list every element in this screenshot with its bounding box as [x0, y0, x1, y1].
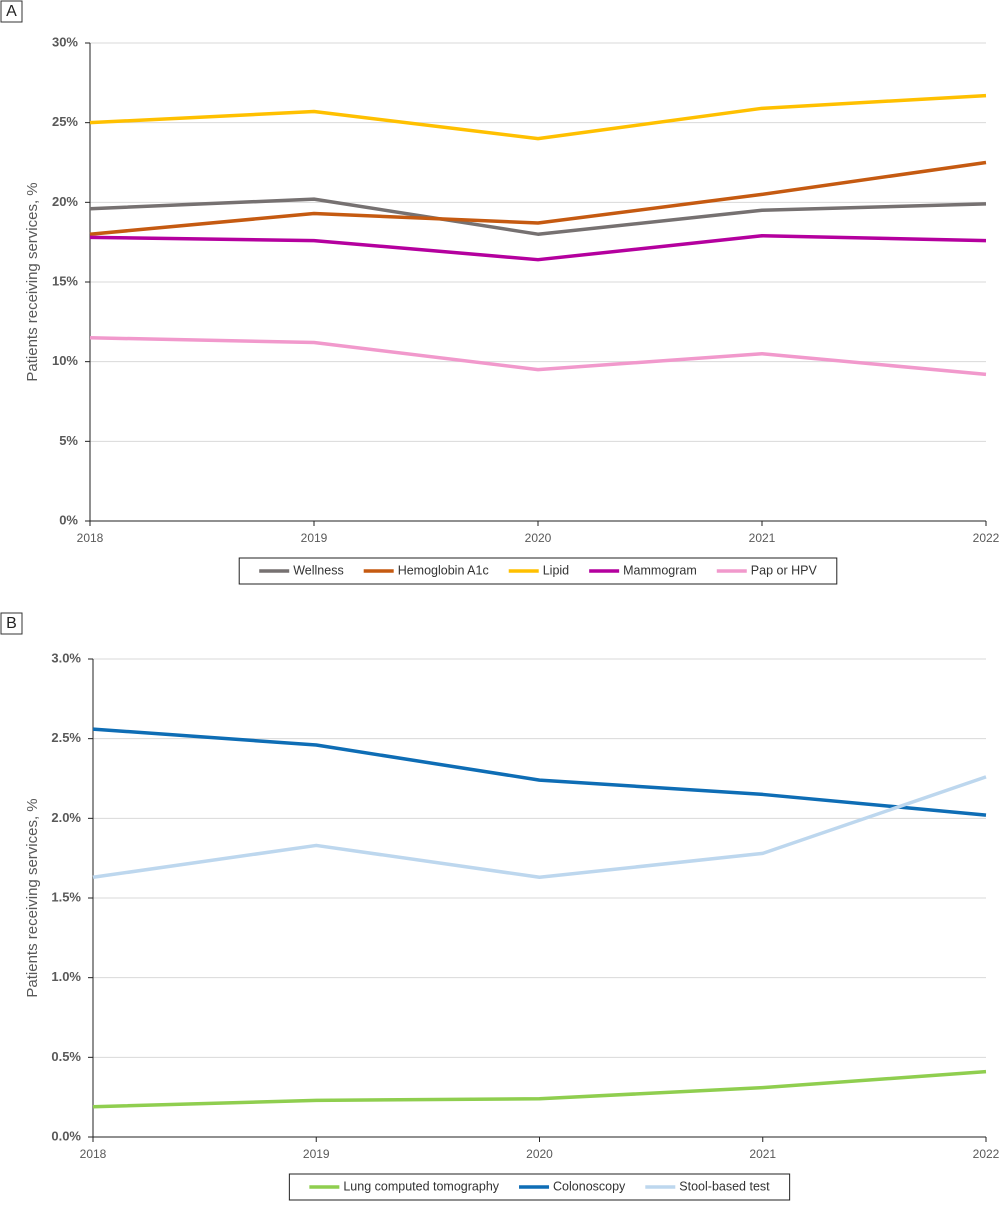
series-line	[92, 1069, 987, 1109]
panel-box	[0, 612, 23, 635]
legend-label: Mammogram	[623, 563, 697, 577]
legend-label: Wellness	[293, 563, 343, 577]
series-line	[89, 93, 987, 141]
x-tick-label: 2018	[80, 1147, 107, 1161]
y-tick-label: 1.0%	[51, 969, 81, 984]
y-axis-label: Patients receiving services, %	[24, 798, 41, 997]
series-line	[89, 160, 987, 236]
legend-label: Hemoglobin A1c	[398, 563, 489, 577]
legend-label: Lung computed tomography	[343, 1179, 499, 1193]
x-tick-label: 2022	[973, 1147, 1000, 1161]
series-line	[89, 336, 987, 377]
y-tick-label: 25%	[52, 114, 78, 129]
x-tick-label: 2021	[749, 531, 776, 545]
series-line	[92, 727, 987, 817]
legend-label: Lipid	[543, 563, 569, 577]
x-tick-label: 2018	[77, 531, 104, 545]
y-tick-label: 0.5%	[51, 1049, 81, 1064]
series-line	[92, 775, 987, 880]
y-tick-label: 15%	[52, 273, 78, 288]
x-tick-label: 2020	[525, 531, 552, 545]
x-tick-label: 2020	[526, 1147, 553, 1161]
panel-box	[0, 0, 23, 23]
y-tick-label: 0.0%	[51, 1128, 81, 1143]
panel-label: B	[6, 615, 17, 632]
y-tick-label: 3.0%	[51, 650, 81, 665]
y-tick-label: 5%	[59, 433, 78, 448]
x-tick-label: 2021	[749, 1147, 776, 1161]
series-line	[89, 234, 987, 262]
y-axis-label: Patients receiving services, %	[24, 182, 41, 381]
x-tick-label: 2022	[973, 531, 1000, 545]
y-tick-label: 20%	[52, 194, 78, 209]
y-tick-label: 0%	[59, 512, 78, 527]
legend-label: Stool-based test	[679, 1179, 770, 1193]
y-tick-label: 1.5%	[51, 889, 81, 904]
x-tick-label: 2019	[303, 1147, 330, 1161]
y-tick-label: 2.5%	[51, 730, 81, 745]
legend-label: Colonoscopy	[553, 1179, 626, 1193]
legend: Lung computed tomography Colonoscopy Stool…	[288, 1173, 791, 1201]
legend-label: Pap or HPV	[751, 563, 818, 577]
legend: Wellness Hemoglobin A1c Lipid Mammogram Pap …	[238, 557, 838, 585]
y-tick-label: 10%	[52, 353, 78, 368]
y-tick-label: 2.0%	[51, 810, 81, 825]
series-line	[89, 197, 987, 236]
panel-label: A	[6, 3, 17, 20]
x-tick-label: 2019	[301, 531, 328, 545]
y-tick-label: 30%	[52, 34, 78, 49]
